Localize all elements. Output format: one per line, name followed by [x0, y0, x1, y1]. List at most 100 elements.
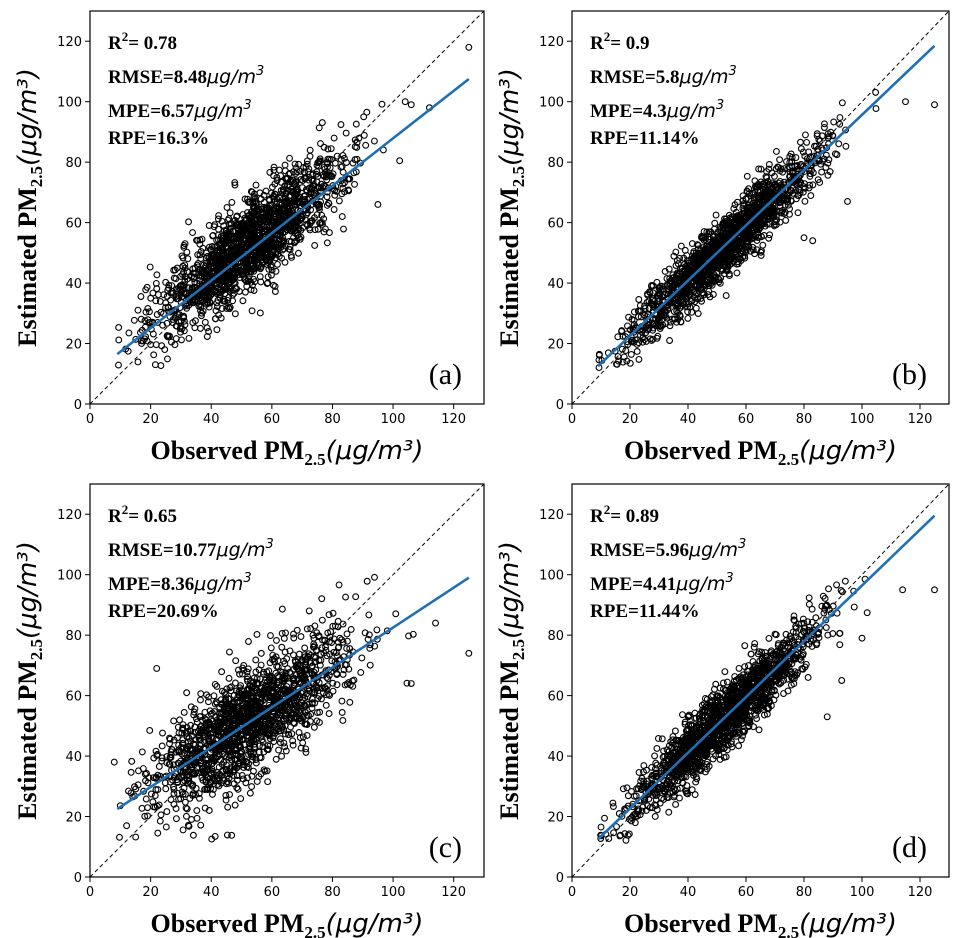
data-point [256, 215, 264, 223]
data-point [281, 722, 289, 730]
plot-frame [89, 10, 485, 405]
data-point [249, 281, 256, 289]
data-point [801, 197, 809, 205]
data-point [231, 310, 239, 318]
data-point [745, 185, 753, 193]
data-point [226, 648, 233, 656]
data-point [691, 298, 699, 306]
data-point [144, 305, 152, 312]
data-point [125, 329, 133, 337]
data-point [333, 681, 341, 689]
data-point [299, 714, 307, 722]
data-point [797, 138, 804, 146]
data-point [137, 293, 145, 300]
data-point [177, 322, 185, 330]
data-point [668, 315, 676, 323]
data-point [272, 755, 280, 763]
data-point [181, 261, 189, 269]
data-point [170, 773, 178, 781]
data-point [260, 668, 268, 676]
data-point [267, 230, 275, 238]
data-point [725, 272, 733, 280]
data-point [806, 170, 814, 178]
data-point [759, 241, 767, 249]
data-point [172, 322, 180, 330]
data-point [232, 711, 240, 719]
data-point [272, 693, 280, 701]
data-point [705, 268, 713, 276]
data-point [736, 217, 744, 225]
data-point [274, 250, 282, 258]
data-point [335, 581, 343, 589]
data-point [716, 236, 724, 244]
y-tick-label: 20 [65, 338, 82, 353]
data-point [361, 629, 369, 637]
data-point [222, 698, 230, 706]
data-point [340, 666, 348, 674]
data-point [243, 763, 251, 771]
data-point [306, 226, 314, 234]
data-point [340, 154, 348, 162]
data-point [205, 807, 213, 814]
data-point [159, 321, 167, 329]
y-tick-label: 40 [547, 277, 564, 292]
x-tick-label: 60 [738, 412, 755, 427]
data-point [239, 237, 247, 244]
data-point [217, 276, 224, 284]
data-point [646, 289, 654, 297]
data-point [276, 235, 283, 243]
data-point [270, 163, 278, 171]
data-point [280, 739, 288, 747]
data-point [794, 209, 802, 217]
data-point [625, 815, 633, 823]
data-point [294, 249, 302, 257]
data-point [324, 160, 332, 168]
data-point [205, 222, 213, 229]
data-point [362, 141, 370, 149]
data-point [265, 246, 273, 253]
data-point [162, 785, 170, 793]
data-point [613, 360, 620, 368]
data-point [328, 657, 336, 665]
data-point [725, 229, 733, 237]
data-point [306, 717, 314, 725]
data-point [318, 211, 326, 219]
data-point [180, 242, 188, 249]
data-point [739, 209, 747, 217]
data-point [206, 726, 214, 734]
data-point [745, 207, 753, 215]
data-point [237, 795, 245, 802]
data-point [797, 145, 805, 153]
data-point [670, 282, 678, 290]
data-point [872, 88, 880, 96]
data-point [272, 720, 280, 728]
data-point [278, 605, 286, 613]
data-point [187, 703, 195, 711]
data-point [777, 165, 785, 173]
data-point [254, 256, 262, 264]
regression-line [116, 576, 470, 811]
data-point [297, 633, 305, 641]
data-point [822, 163, 830, 171]
data-point [465, 43, 473, 51]
data-point [195, 734, 203, 742]
data-point [246, 215, 254, 222]
y-tick-label: 120 [539, 35, 564, 50]
data-point [818, 168, 826, 176]
scatter-points [115, 43, 473, 370]
data-point [683, 257, 691, 265]
data-point [239, 221, 247, 229]
data-point [710, 233, 718, 241]
data-point [724, 225, 732, 233]
data-point [326, 633, 334, 641]
rpe-annotation: RPE=11.14% [590, 128, 700, 149]
data-point [290, 630, 297, 638]
data-point [747, 247, 755, 255]
data-point [256, 265, 264, 273]
data-point [238, 771, 246, 779]
x-axis-label: Observed PM2.5(μg/m³) [624, 436, 897, 469]
x-tick-label: 120 [441, 412, 466, 427]
data-point [306, 152, 314, 160]
data-point [700, 291, 708, 299]
data-point [342, 129, 350, 137]
